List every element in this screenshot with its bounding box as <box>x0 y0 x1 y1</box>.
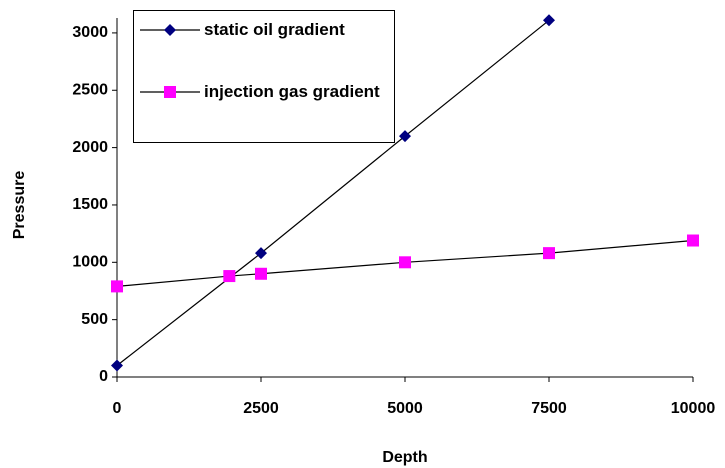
marker-diamond <box>164 24 176 36</box>
y-tick-label: 500 <box>81 311 108 328</box>
marker-square <box>543 247 555 260</box>
marker-square <box>111 280 123 293</box>
legend-entry: injection gas gradient <box>140 81 384 103</box>
marker-diamond <box>111 359 123 372</box>
y-tick-label: 0 <box>99 368 108 385</box>
legend-label: static oil gradient <box>204 20 345 39</box>
marker-square <box>255 267 267 280</box>
legend-label: injection gas gradient <box>204 82 380 101</box>
marker-square <box>687 234 699 247</box>
x-tick-label: 5000 <box>387 400 423 417</box>
plot <box>117 19 694 367</box>
legend-entry: static oil gradient <box>140 19 384 41</box>
y-tick-label: 1500 <box>72 196 108 213</box>
marker-diamond <box>399 130 411 143</box>
x-tick-label: 10000 <box>671 400 716 417</box>
x-axis-label: Depth <box>382 449 427 466</box>
legend-swatch <box>140 24 200 36</box>
series-line <box>117 19 550 367</box>
y-tick-label: 2000 <box>72 139 108 156</box>
y-tick-label: 3000 <box>72 24 108 41</box>
x-tick-label: 0 <box>113 400 122 417</box>
marker-square <box>223 270 236 283</box>
legend-swatch <box>140 86 200 98</box>
x-tick-label: 7500 <box>531 400 567 417</box>
y-tick-label: 2500 <box>72 81 108 98</box>
series-line <box>117 239 694 287</box>
marker-diamond <box>255 247 267 260</box>
y-tick-label: 1000 <box>72 254 108 271</box>
x-tick-label: 2500 <box>243 400 279 417</box>
legend: static oil gradient injection gas gradien… <box>133 10 395 143</box>
marker-diamond <box>543 14 555 27</box>
marker-square <box>164 86 176 98</box>
marker-square <box>399 256 411 269</box>
y-axis-label: Pressure <box>11 171 28 240</box>
